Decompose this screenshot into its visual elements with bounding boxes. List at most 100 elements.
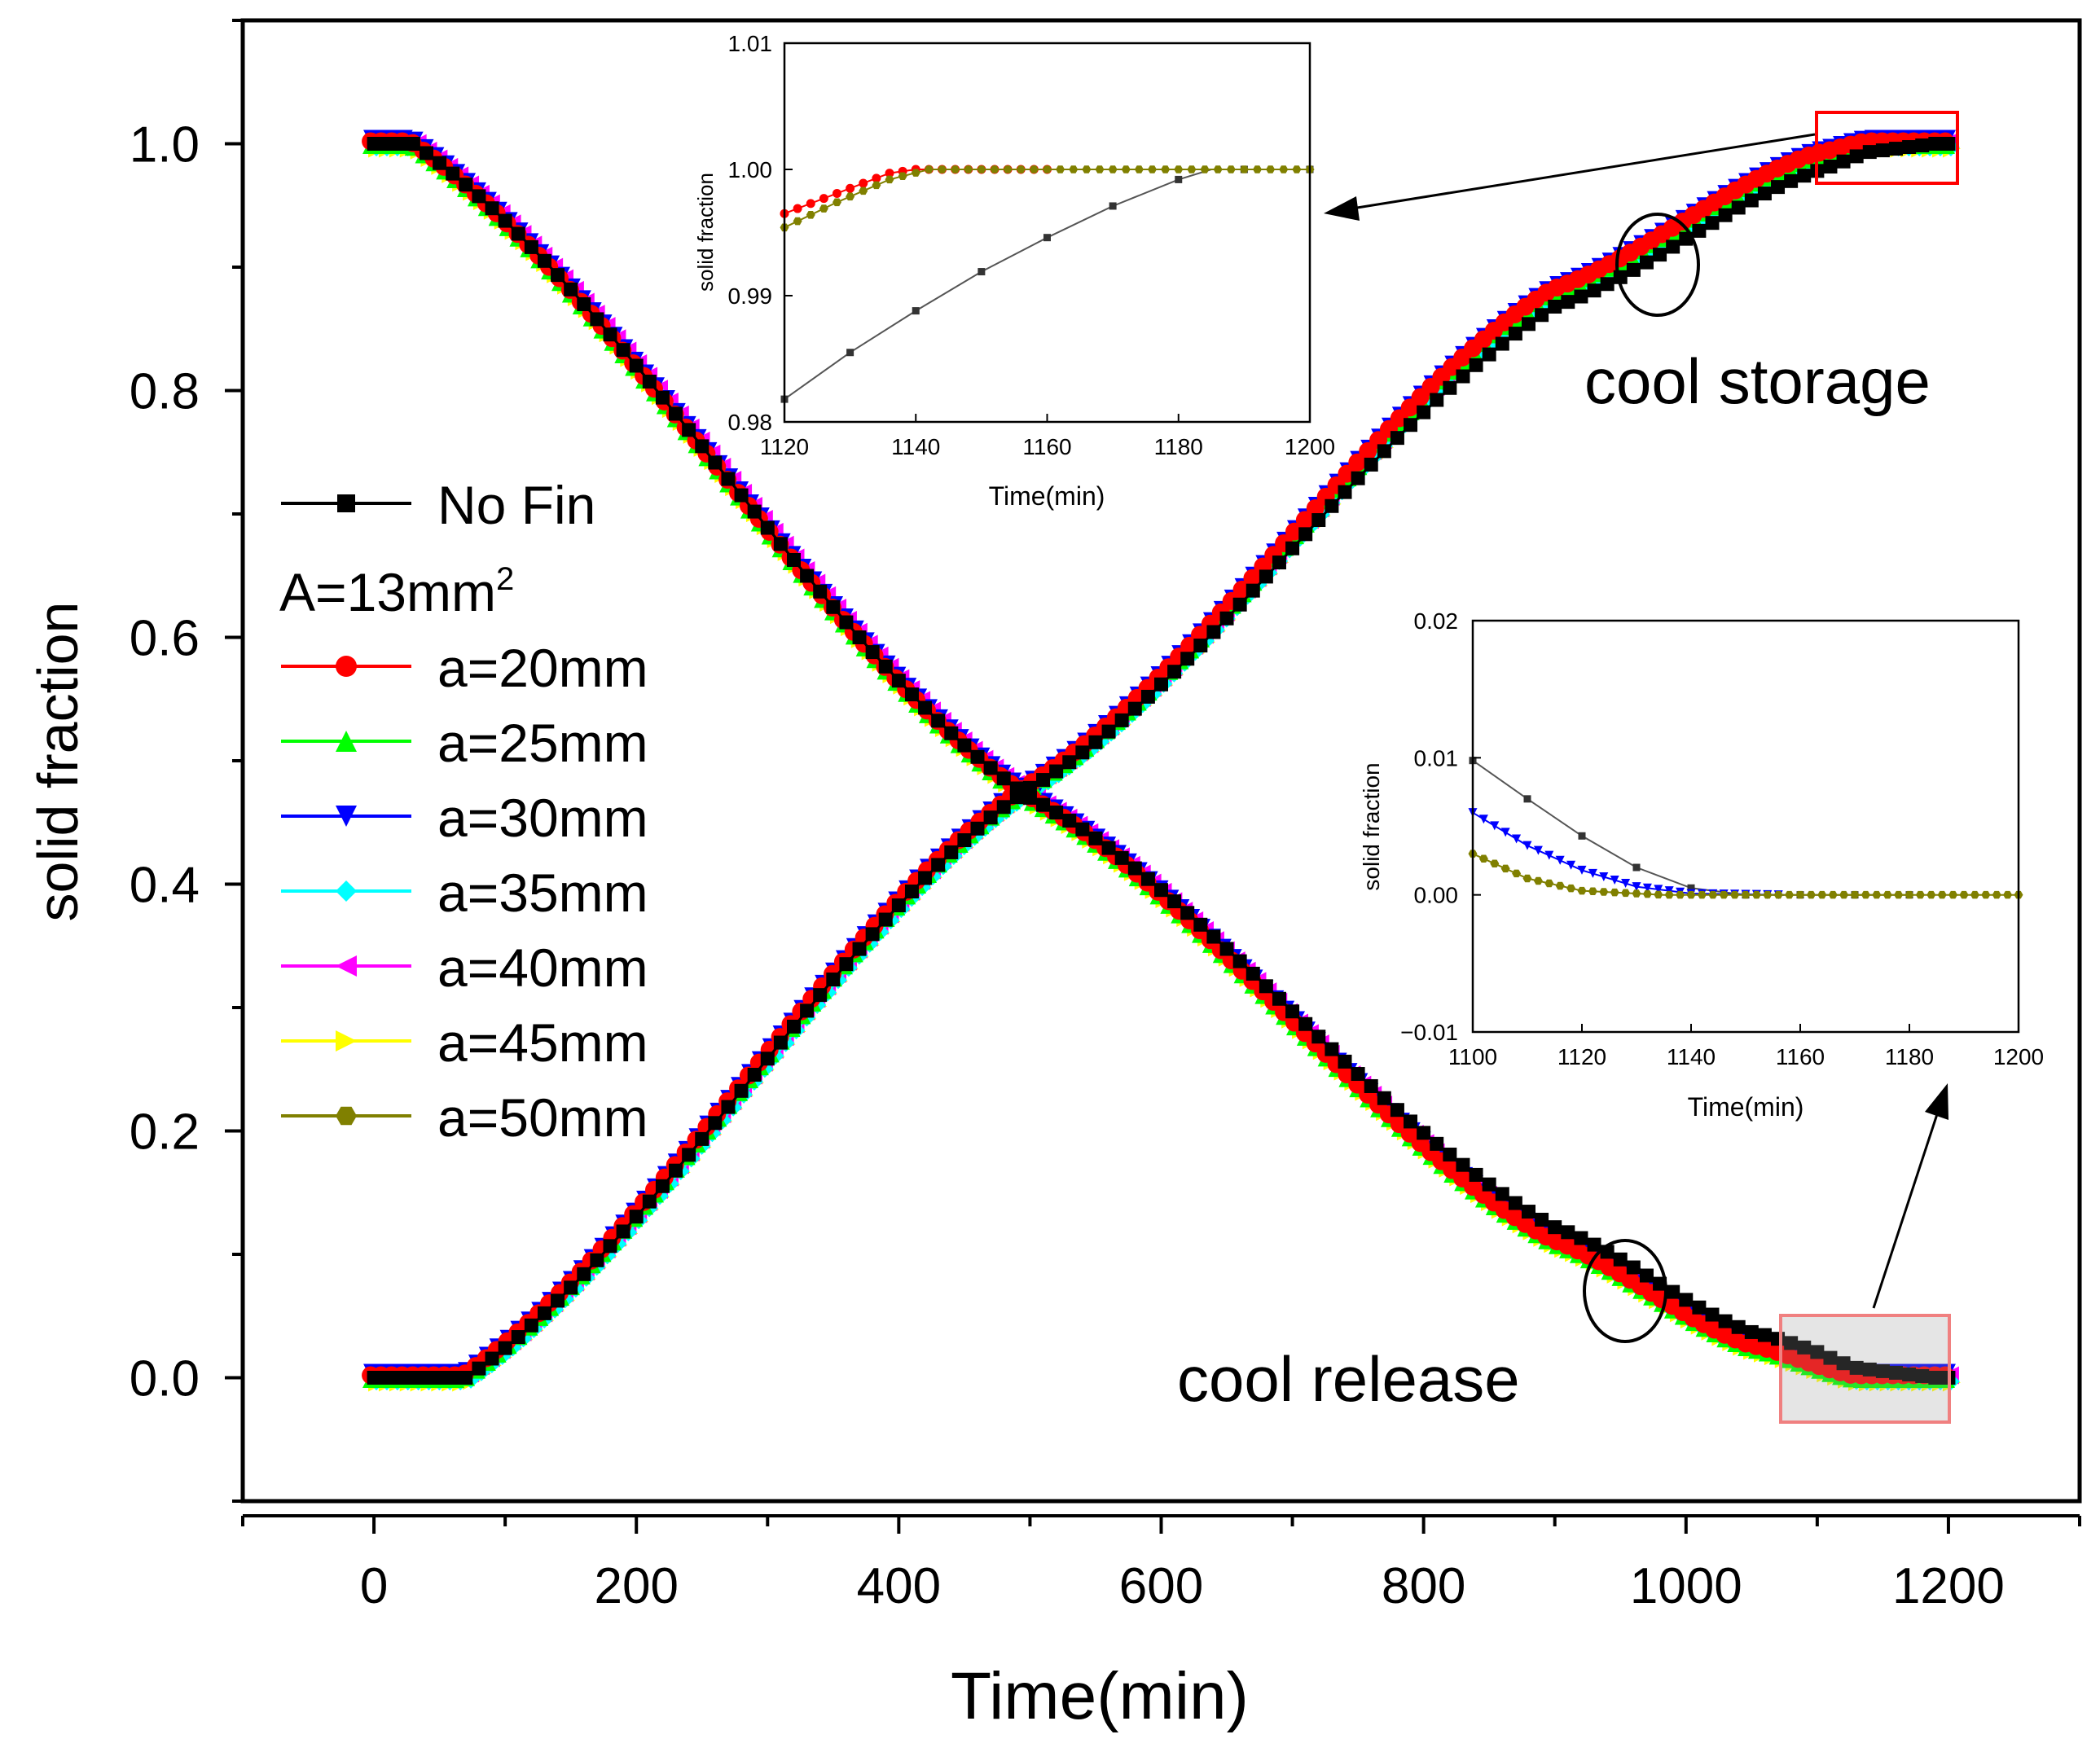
inset-data-point [1751, 890, 1761, 899]
data-point [1180, 906, 1195, 920]
data-point [957, 738, 972, 753]
inset-data-point [977, 165, 986, 173]
data-point [944, 726, 959, 740]
data-point [459, 178, 473, 192]
data-point [1127, 861, 1142, 876]
data-point [446, 166, 460, 181]
data-point [695, 439, 710, 454]
inset-data-point [2003, 890, 2013, 899]
data-point [1140, 872, 1155, 886]
data-point [1587, 1237, 1601, 1252]
data-point [1114, 713, 1129, 727]
data-point [734, 1083, 749, 1098]
inset-data-point [1253, 165, 1262, 173]
data-point [747, 504, 762, 519]
data-point [878, 912, 893, 927]
data-point [1823, 1350, 1838, 1365]
data-point [1692, 1300, 1707, 1315]
inset-series-line [1472, 811, 1784, 896]
inset-data-point [1555, 881, 1565, 890]
inset-data-point [1632, 863, 1641, 872]
data-point [1180, 652, 1195, 666]
data-point [537, 1306, 551, 1320]
data-point [669, 1163, 683, 1178]
inset-data-point [1697, 890, 1707, 899]
inset-data-point [1174, 165, 1184, 173]
inset-data-point [1654, 890, 1663, 899]
data-point [1849, 1360, 1864, 1375]
data-point [629, 1210, 644, 1224]
release-zoom-box [1779, 1314, 1951, 1424]
data-point [472, 1361, 486, 1376]
inset-data-point [1599, 888, 1609, 896]
main-x-axis: 0 200 400 600 800 1000 1200 [241, 1514, 2081, 1614]
inset-data-point [1512, 834, 1522, 844]
data-point [800, 1003, 815, 1018]
data-point [1849, 149, 1864, 164]
data-point [1114, 850, 1129, 865]
inset-data-point [1937, 890, 1947, 899]
main-plot: 0 200 400 600 800 1000 1200 0.0 0.2 0.4 0.6 0.8 1.0… [26, 18, 2082, 1733]
inset-data-point [859, 178, 868, 188]
data-point [1535, 308, 1549, 323]
inset-y-tick-label: 1.00 [728, 157, 773, 182]
data-point [1272, 555, 1286, 570]
data-point [1561, 1225, 1575, 1240]
data-point [1705, 1307, 1720, 1322]
data-point [1127, 701, 1142, 716]
legend-label: a=45mm [437, 1012, 648, 1073]
data-point [734, 488, 749, 503]
inset-release-axes: 1100 1120 1140 1160 1180 1200 −0.01 0.00 0.01 0.0… [1400, 608, 2044, 1069]
inset-data-point [1610, 888, 1619, 897]
data-point [420, 146, 433, 160]
data-point [695, 1131, 710, 1146]
inset-storage-background [784, 43, 1310, 422]
inset-data-point [872, 173, 881, 183]
inset-x-tick-label: 1140 [1667, 1044, 1716, 1069]
data-point [865, 645, 880, 660]
data-point [1364, 457, 1378, 472]
inset-data-point [859, 187, 868, 195]
inset-data-point [1642, 889, 1652, 898]
data-point [642, 374, 657, 389]
data-point [1915, 138, 1930, 153]
inset-data-point [806, 199, 815, 209]
data-point [918, 871, 933, 885]
data-point [1718, 1314, 1733, 1328]
main-y-tick-label: 0.4 [130, 858, 200, 914]
cool-storage-label: cool storage [1584, 345, 1931, 417]
data-point [839, 615, 854, 630]
data-point [1941, 137, 1956, 151]
inset-data-point [846, 183, 855, 193]
data-point [1522, 1205, 1535, 1219]
data-point [970, 749, 985, 764]
data-point [957, 833, 972, 848]
storage-zoom-arrow [1351, 133, 1816, 210]
data-point [721, 1100, 736, 1114]
cool-release-label: cool release [1177, 1343, 1520, 1415]
inset-data-point [911, 169, 920, 177]
legend-marker [336, 656, 357, 677]
main-x-tick-label: 1200 [1892, 1558, 2005, 1614]
data-point [1626, 262, 1641, 277]
data-point [1246, 966, 1260, 981]
data-point [433, 1371, 447, 1385]
data-point [1348, 453, 1367, 472]
data-point [865, 927, 880, 942]
data-point [891, 898, 906, 913]
data-point [1666, 1284, 1680, 1299]
inset-data-point [1687, 884, 1695, 892]
inset-data-point [1795, 890, 1805, 899]
main-x-tick-label: 600 [1119, 1558, 1203, 1614]
inset-data-point [885, 175, 894, 184]
data-point [1417, 405, 1431, 419]
data-point [1417, 1126, 1431, 1140]
annotations: cool storage cool release [1177, 111, 1959, 1424]
inset-data-point [1148, 165, 1157, 173]
storage-highlight-ellipse [1615, 213, 1700, 317]
inset-data-point [1500, 864, 1510, 873]
data-point [839, 957, 854, 972]
data-point [852, 942, 867, 956]
data-point [1311, 1030, 1326, 1044]
data-point [1784, 173, 1799, 188]
